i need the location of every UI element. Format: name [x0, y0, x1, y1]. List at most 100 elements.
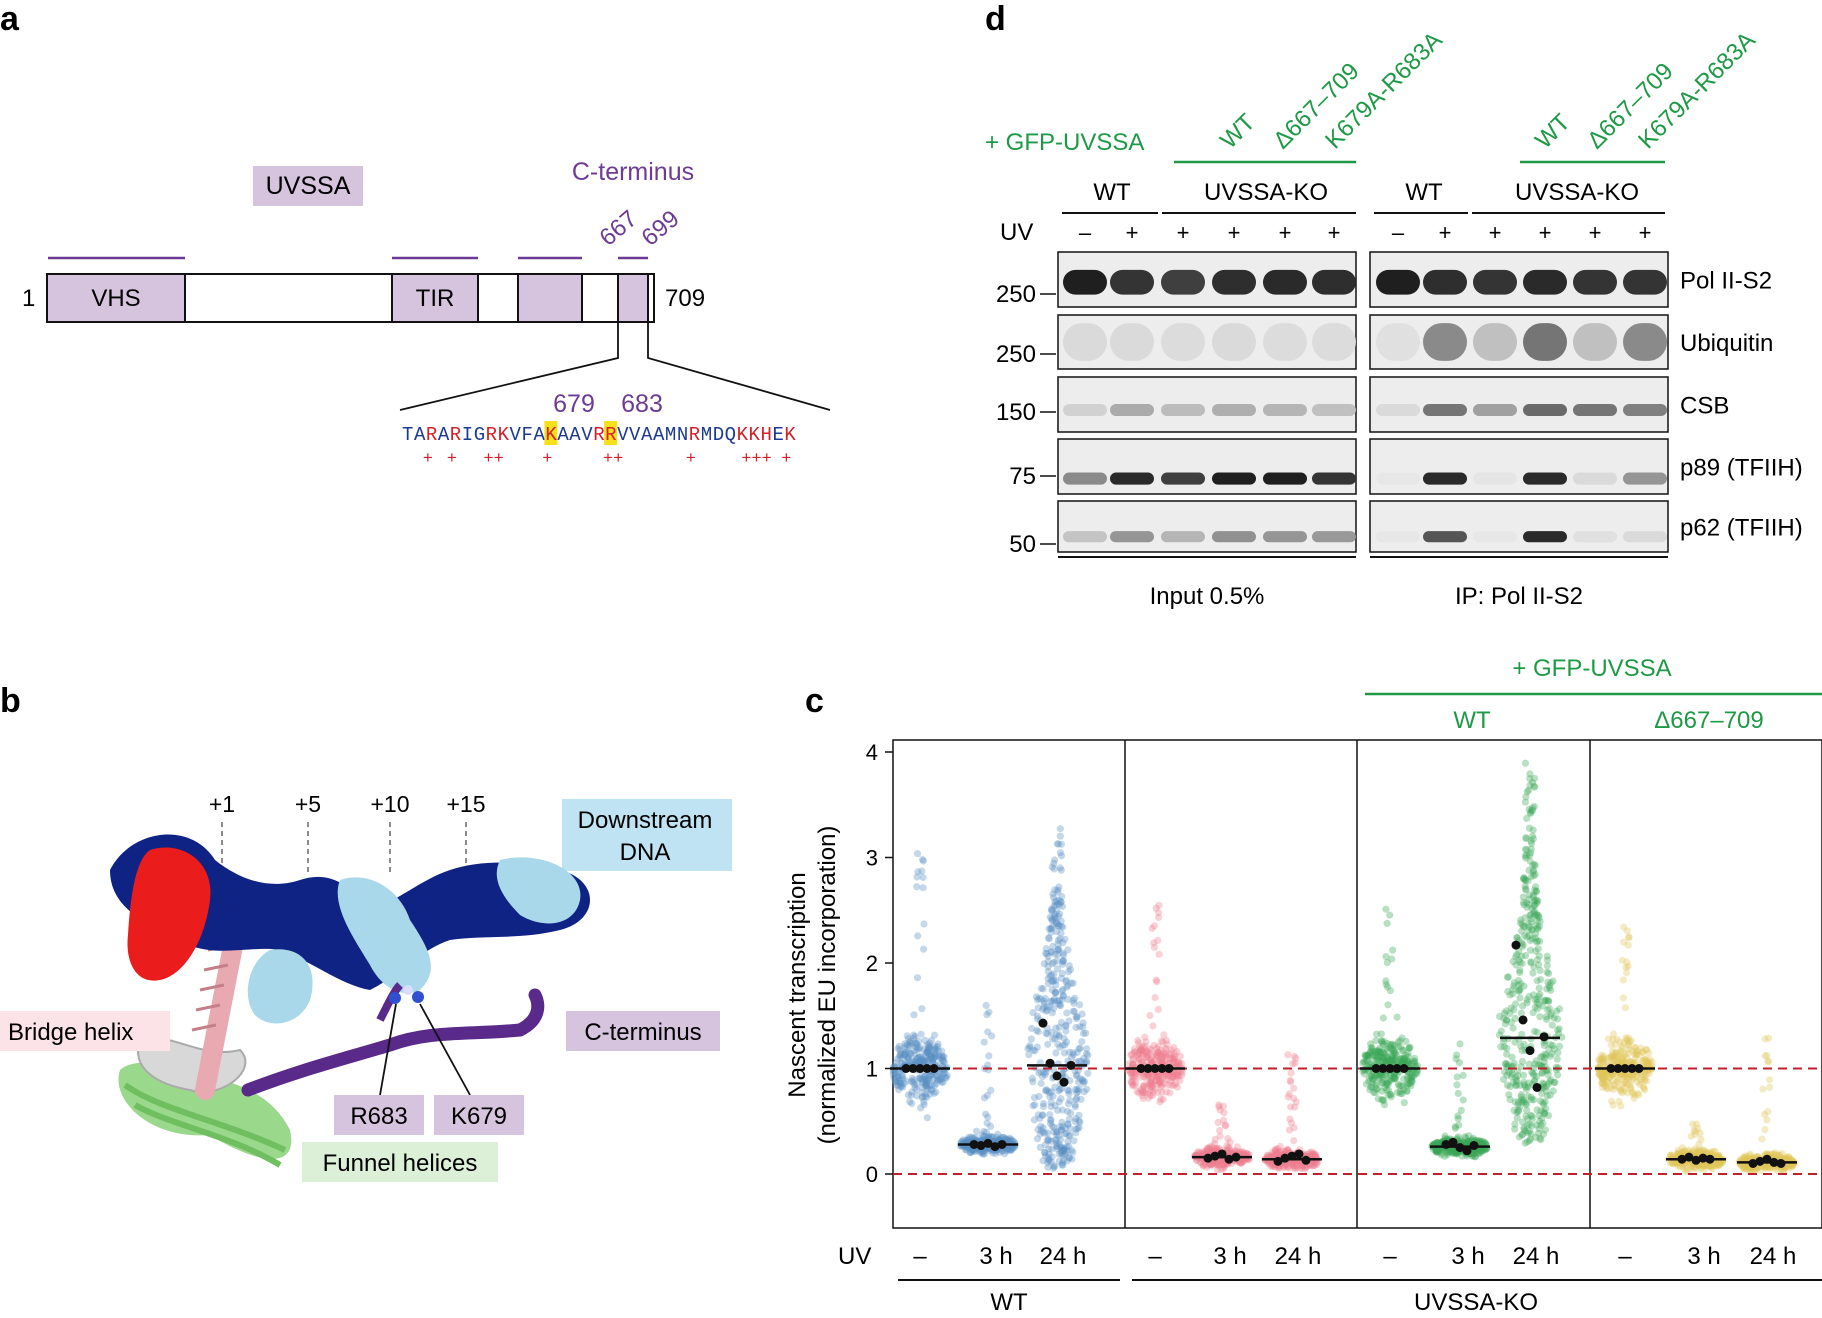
cell-point — [1150, 943, 1159, 952]
cell-point — [1513, 1076, 1521, 1084]
cell-point — [1600, 1069, 1608, 1077]
cell-point — [1050, 865, 1058, 873]
cell-point — [983, 1011, 991, 1019]
replicate-point — [1698, 1153, 1708, 1163]
cell-point — [1512, 1077, 1520, 1086]
cell-point — [913, 1080, 921, 1088]
k679-pointer — [419, 1003, 471, 1096]
cell-point — [1376, 1053, 1384, 1061]
pos-679-label: 679 — [553, 390, 595, 418]
cell-point — [1379, 1076, 1387, 1084]
cell-point — [1673, 1150, 1681, 1158]
cell-point — [1287, 1078, 1295, 1086]
uv-label: UV — [1000, 219, 1033, 246]
cell-point — [1623, 969, 1631, 977]
cell-point — [1053, 919, 1062, 928]
cell-point — [921, 1072, 929, 1080]
cell-point — [1686, 1164, 1694, 1172]
cell-point — [1205, 1161, 1213, 1169]
cell-point — [1158, 1053, 1166, 1061]
cell-point — [1166, 1054, 1174, 1062]
cell-point — [1718, 1158, 1727, 1166]
replicate-point — [1224, 1154, 1234, 1164]
cell-point — [1152, 976, 1160, 984]
cell-point — [1163, 1040, 1171, 1048]
cell-point — [1207, 1161, 1215, 1169]
cell-point — [1045, 1156, 1053, 1164]
cell-point — [1544, 1006, 1552, 1014]
cell-point — [1613, 1053, 1621, 1061]
cell-point — [1525, 866, 1533, 875]
cell-point — [1065, 1087, 1073, 1095]
cell-point — [1193, 1156, 1201, 1164]
cell-point — [1057, 840, 1065, 848]
cell-point — [1037, 984, 1045, 993]
blot-band — [1376, 531, 1420, 543]
cell-point — [896, 1076, 904, 1084]
blot-band — [1376, 269, 1420, 295]
cell-point — [1400, 1075, 1408, 1083]
cell-point — [1631, 1050, 1639, 1058]
cell-point — [913, 1044, 921, 1052]
cell-point — [1632, 1073, 1640, 1081]
cell-point — [1638, 1057, 1646, 1065]
cell-point — [1525, 895, 1533, 904]
mw-marker: 50 — [1009, 531, 1036, 558]
cell-point — [934, 1075, 942, 1083]
pos-plus5: +5 — [295, 791, 321, 817]
cell-point — [1433, 1146, 1441, 1154]
cell-point — [1147, 1076, 1155, 1084]
cell-point — [980, 1094, 989, 1102]
cell-point — [927, 1056, 935, 1064]
cell-point — [1382, 1058, 1391, 1066]
cell-point — [1619, 976, 1627, 984]
cell-point — [1151, 1085, 1159, 1093]
pos-667-label: 667 — [595, 205, 643, 251]
cell-point — [928, 1051, 936, 1059]
cell-point — [1047, 977, 1056, 985]
cell-point — [1526, 936, 1534, 945]
cell-point — [1536, 1013, 1544, 1021]
cell-point — [1203, 1163, 1211, 1171]
cell-point — [1131, 1073, 1139, 1081]
cell-point — [1170, 1073, 1178, 1081]
cell-point — [927, 1053, 935, 1061]
replicate-point — [1287, 1151, 1297, 1161]
cell-point — [1069, 979, 1077, 987]
cell-point — [924, 1045, 933, 1053]
cell-point — [1407, 1082, 1415, 1090]
cell-point — [1076, 1075, 1084, 1083]
cell-point — [931, 1082, 939, 1090]
cell-point — [1614, 1075, 1622, 1083]
cell-point — [1389, 1057, 1397, 1065]
cell-point — [1683, 1167, 1691, 1175]
cell-point — [1708, 1148, 1716, 1157]
cell-point — [1226, 1144, 1234, 1152]
cell-point — [1599, 1075, 1607, 1083]
r683-box — [334, 1095, 424, 1135]
cell-point — [1157, 1083, 1165, 1091]
cell-point — [1309, 1159, 1317, 1167]
replicate-point — [929, 1064, 939, 1073]
cell-point — [1507, 1072, 1515, 1081]
cell-point — [928, 1081, 936, 1089]
cell-point — [1073, 1089, 1081, 1097]
cell-point — [1625, 1071, 1633, 1079]
x-tick-labels: –3 h 24 h –3 h 24 h –3 h 24 h –3 h 24 h — [913, 1243, 1796, 1270]
cell-point — [1047, 1158, 1055, 1166]
cell-point — [919, 857, 928, 865]
cell-point — [1280, 1164, 1288, 1172]
cell-point — [1599, 1057, 1607, 1065]
cell-point — [1140, 1083, 1148, 1091]
cell-point — [1145, 1094, 1153, 1102]
cell-point — [1513, 1081, 1521, 1089]
cell-point — [1371, 1051, 1380, 1060]
cell-point — [1525, 1127, 1533, 1135]
cell-point — [1059, 1146, 1067, 1155]
cell-point — [1545, 997, 1553, 1005]
blot-band — [1063, 472, 1107, 485]
cell-point — [1433, 1139, 1441, 1147]
cell-point — [1275, 1148, 1284, 1157]
cell-point — [1411, 1054, 1419, 1062]
cell-point — [1381, 1057, 1389, 1065]
